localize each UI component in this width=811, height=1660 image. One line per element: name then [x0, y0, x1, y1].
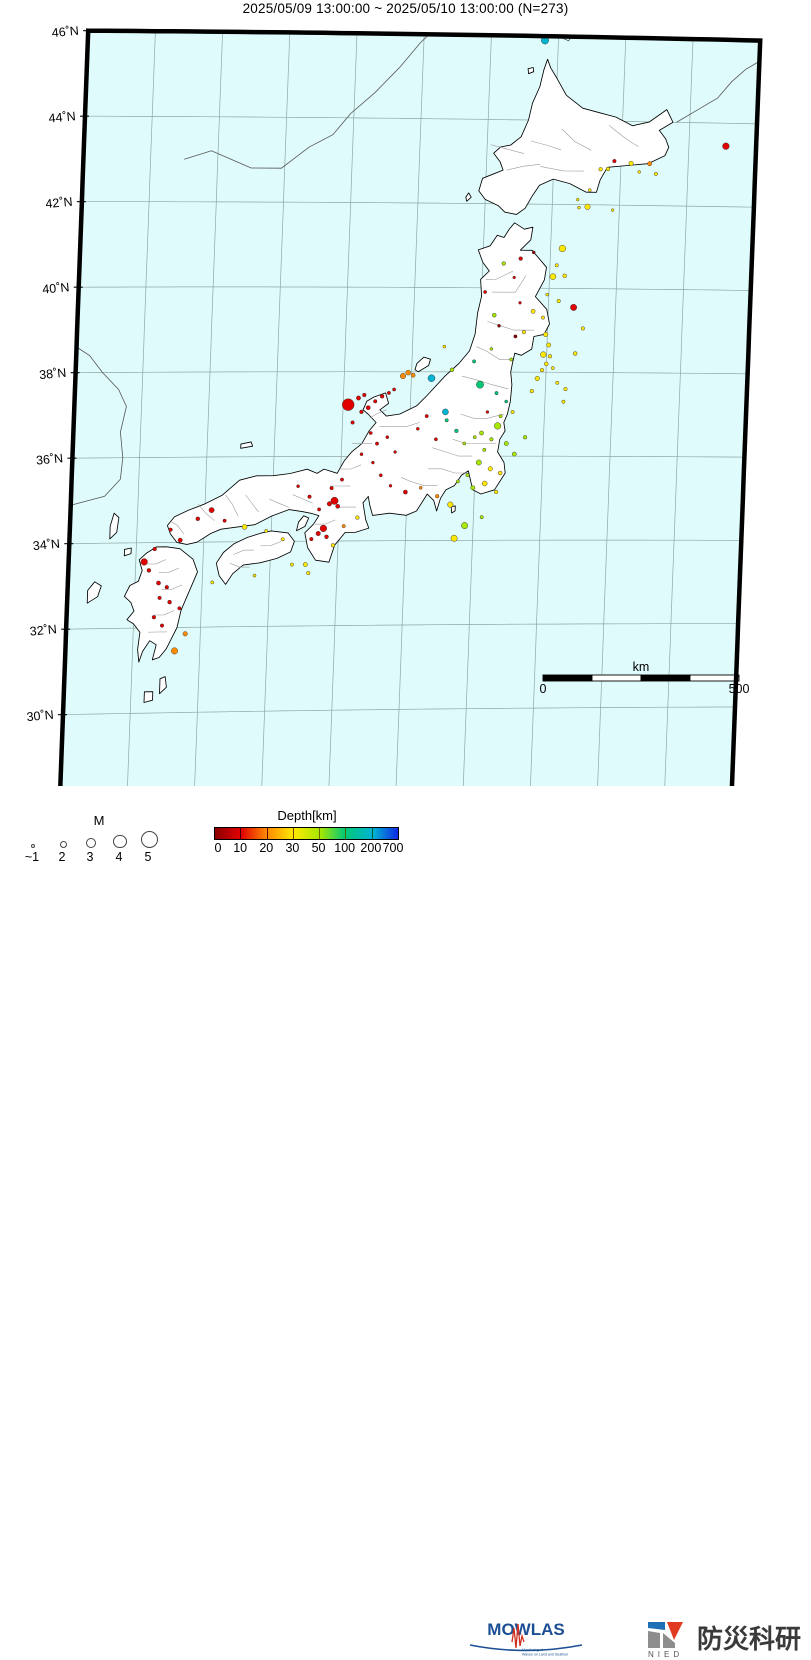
- land-polygons: [70, 30, 760, 703]
- svg-text:500: 500: [729, 682, 750, 696]
- depth-tick-30: 30: [285, 841, 300, 855]
- mowlas-tagline-line2: Waves on Land and Seafloor: [522, 1653, 569, 1657]
- svg-text:34˚N: 34˚N: [32, 537, 60, 553]
- colorbar-segment-3: [293, 828, 321, 839]
- depth-tick-0: 0: [214, 841, 222, 855]
- colorbar-segment-0: [215, 828, 242, 839]
- depth-colorbar: [214, 827, 399, 840]
- depth-tick-700: 700: [382, 841, 404, 855]
- depth-colorbar-ticks: 0 10 20 30 50 100 200 700: [214, 841, 404, 857]
- svg-text:38˚N: 38˚N: [39, 366, 67, 382]
- magnitude-legend-symbols: [30, 830, 164, 848]
- depth-tick-200: 200: [360, 841, 382, 855]
- magnitude-symbol-4: [113, 834, 127, 848]
- magnitude-label-4: 5: [144, 850, 152, 864]
- magnitude-symbol-approx1: [30, 843, 36, 848]
- colorbar-segment-5: [346, 828, 373, 839]
- colorbar-segment-6: [372, 828, 398, 839]
- mowlas-tagline-line1: Monitoring of: [522, 1648, 543, 1652]
- earthquake-markers: [140, 36, 730, 655]
- svg-text:36˚N: 36˚N: [35, 451, 63, 467]
- magnitude-symbol-2: [59, 841, 67, 848]
- colorbar-segment-4: [320, 828, 347, 839]
- magnitude-symbol-5: [140, 831, 158, 848]
- magnitude-label-3: 4: [115, 850, 123, 864]
- depth-tick-100: 100: [334, 841, 356, 855]
- svg-text:32˚N: 32˚N: [29, 622, 57, 638]
- svg-text:0: 0: [540, 682, 547, 696]
- svg-text:44˚N: 44˚N: [48, 109, 76, 125]
- magnitude-legend-labels: ~1 2 3 4 5: [25, 850, 164, 866]
- legend-area: M ~1 2 3 4 5 Depth[km] 0 10 20 30 50 100 200 700 MO…: [0, 800, 811, 1659]
- nied-logo: NIED 防災科研: [645, 1618, 805, 1660]
- page-title: 2025/05/09 13:00:00 ~ 2025/05/10 13:00:0…: [242, 1, 569, 16]
- svg-text:40˚N: 40˚N: [42, 280, 70, 296]
- magnitude-label-1: 2: [58, 850, 66, 864]
- map-frame: [58, 28, 763, 786]
- magnitude-label-0: ~1: [24, 850, 40, 864]
- svg-text:42˚N: 42˚N: [45, 195, 73, 211]
- magnitude-legend-title: M: [93, 813, 105, 828]
- svg-text:30˚N: 30˚N: [26, 708, 54, 724]
- mowlas-wordmark: MOWLAS: [487, 1620, 564, 1639]
- depth-tick-20: 20: [259, 841, 274, 855]
- svg-text:46˚N: 46˚N: [51, 24, 79, 40]
- axis-tick-labels: 28˚N30˚N32˚N34˚N36˚N38˚N40˚N42˚N44˚N46˚N…: [26, 24, 93, 724]
- magnitude-label-2: 3: [86, 850, 94, 864]
- nied-acronym: NIED: [648, 1650, 683, 1659]
- magnitude-symbol-3: [86, 838, 96, 848]
- colorbar-segment-2: [267, 828, 294, 839]
- depth-tick-10: 10: [233, 841, 248, 855]
- depth-legend-title: Depth[km]: [277, 808, 337, 823]
- nied-japanese-name: 防災科研: [697, 1625, 801, 1655]
- colorbar-segment-1: [241, 828, 268, 839]
- depth-tick-50: 50: [311, 841, 326, 855]
- mowlas-logo: MOWLAS Monitoring of Waves on Land and S…: [466, 1618, 586, 1658]
- svg-text:km: km: [633, 660, 650, 674]
